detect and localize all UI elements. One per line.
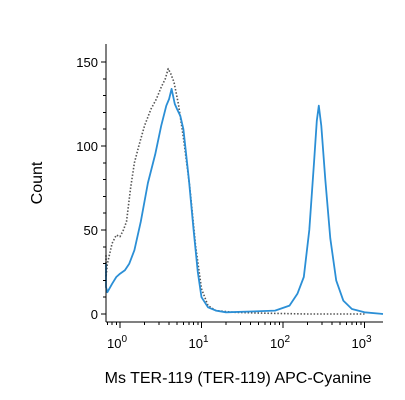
x-tick-exponent: 0 xyxy=(121,334,127,345)
x-tick-label: 103 xyxy=(351,334,371,351)
x-tick-label: 102 xyxy=(270,334,290,351)
y-axis-title: Count xyxy=(29,161,46,204)
x-tick-exponent: 3 xyxy=(366,334,372,345)
x-tick-base: 10 xyxy=(270,336,284,351)
x-tick-label: 100 xyxy=(107,334,127,351)
x-axis-title: Ms TER-119 (TER-119) APC-Cyanine xyxy=(105,370,372,387)
x-tick-base: 10 xyxy=(107,336,121,351)
control-histogram-line xyxy=(105,67,365,315)
x-tick-exponent: 1 xyxy=(203,334,209,345)
y-axis-ticks: 0 50 100 150 xyxy=(76,55,106,322)
y-tick-label: 100 xyxy=(76,139,98,154)
stained-histogram-line xyxy=(105,88,384,315)
x-axis-ticks: 100101102103104 xyxy=(106,322,372,351)
x-tick-base: 10 xyxy=(351,336,365,351)
plot-area xyxy=(105,67,384,315)
x-tick-exponent: 2 xyxy=(284,334,290,345)
y-tick-label: 50 xyxy=(84,223,98,238)
y-tick-label: 150 xyxy=(76,55,98,70)
x-tick-label: 101 xyxy=(188,334,208,351)
y-tick-label: 0 xyxy=(91,307,98,322)
x-tick-base: 10 xyxy=(188,336,202,351)
